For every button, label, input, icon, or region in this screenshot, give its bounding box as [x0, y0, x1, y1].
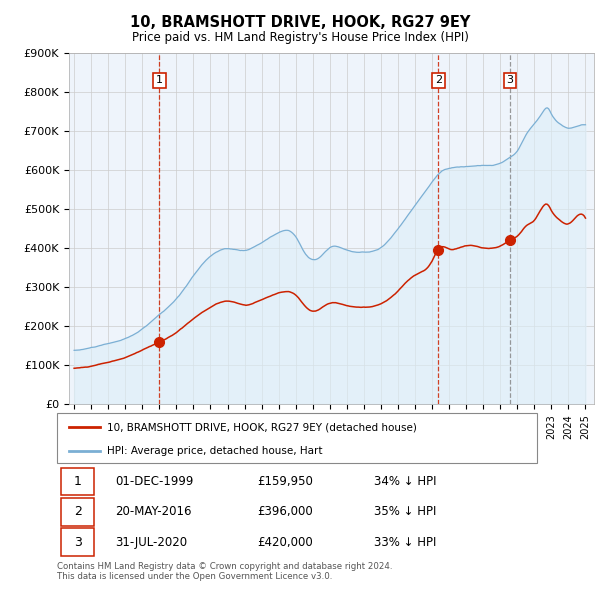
- FancyBboxPatch shape: [61, 498, 94, 526]
- Text: Price paid vs. HM Land Registry's House Price Index (HPI): Price paid vs. HM Land Registry's House …: [131, 31, 469, 44]
- Text: £159,950: £159,950: [257, 475, 314, 488]
- Text: £396,000: £396,000: [257, 505, 313, 519]
- Text: 01-DEC-1999: 01-DEC-1999: [115, 475, 193, 488]
- Text: 10, BRAMSHOTT DRIVE, HOOK, RG27 9EY: 10, BRAMSHOTT DRIVE, HOOK, RG27 9EY: [130, 15, 470, 30]
- Text: 34% ↓ HPI: 34% ↓ HPI: [374, 475, 436, 488]
- Text: 35% ↓ HPI: 35% ↓ HPI: [374, 505, 436, 519]
- Text: 1: 1: [74, 475, 82, 488]
- Text: 2: 2: [74, 505, 82, 519]
- Text: Contains HM Land Registry data © Crown copyright and database right 2024.
This d: Contains HM Land Registry data © Crown c…: [57, 562, 392, 581]
- Text: 33% ↓ HPI: 33% ↓ HPI: [374, 536, 436, 549]
- Text: 10, BRAMSHOTT DRIVE, HOOK, RG27 9EY (detached house): 10, BRAMSHOTT DRIVE, HOOK, RG27 9EY (det…: [107, 422, 417, 432]
- Text: 2: 2: [435, 76, 442, 86]
- Text: 20-MAY-2016: 20-MAY-2016: [115, 505, 191, 519]
- Text: HPI: Average price, detached house, Hart: HPI: Average price, detached house, Hart: [107, 445, 323, 455]
- Text: £420,000: £420,000: [257, 536, 313, 549]
- Text: 3: 3: [74, 536, 82, 549]
- FancyBboxPatch shape: [61, 528, 94, 556]
- FancyBboxPatch shape: [61, 468, 94, 496]
- Text: 31-JUL-2020: 31-JUL-2020: [115, 536, 187, 549]
- Text: 1: 1: [156, 76, 163, 86]
- FancyBboxPatch shape: [57, 413, 537, 463]
- Text: 3: 3: [506, 76, 514, 86]
